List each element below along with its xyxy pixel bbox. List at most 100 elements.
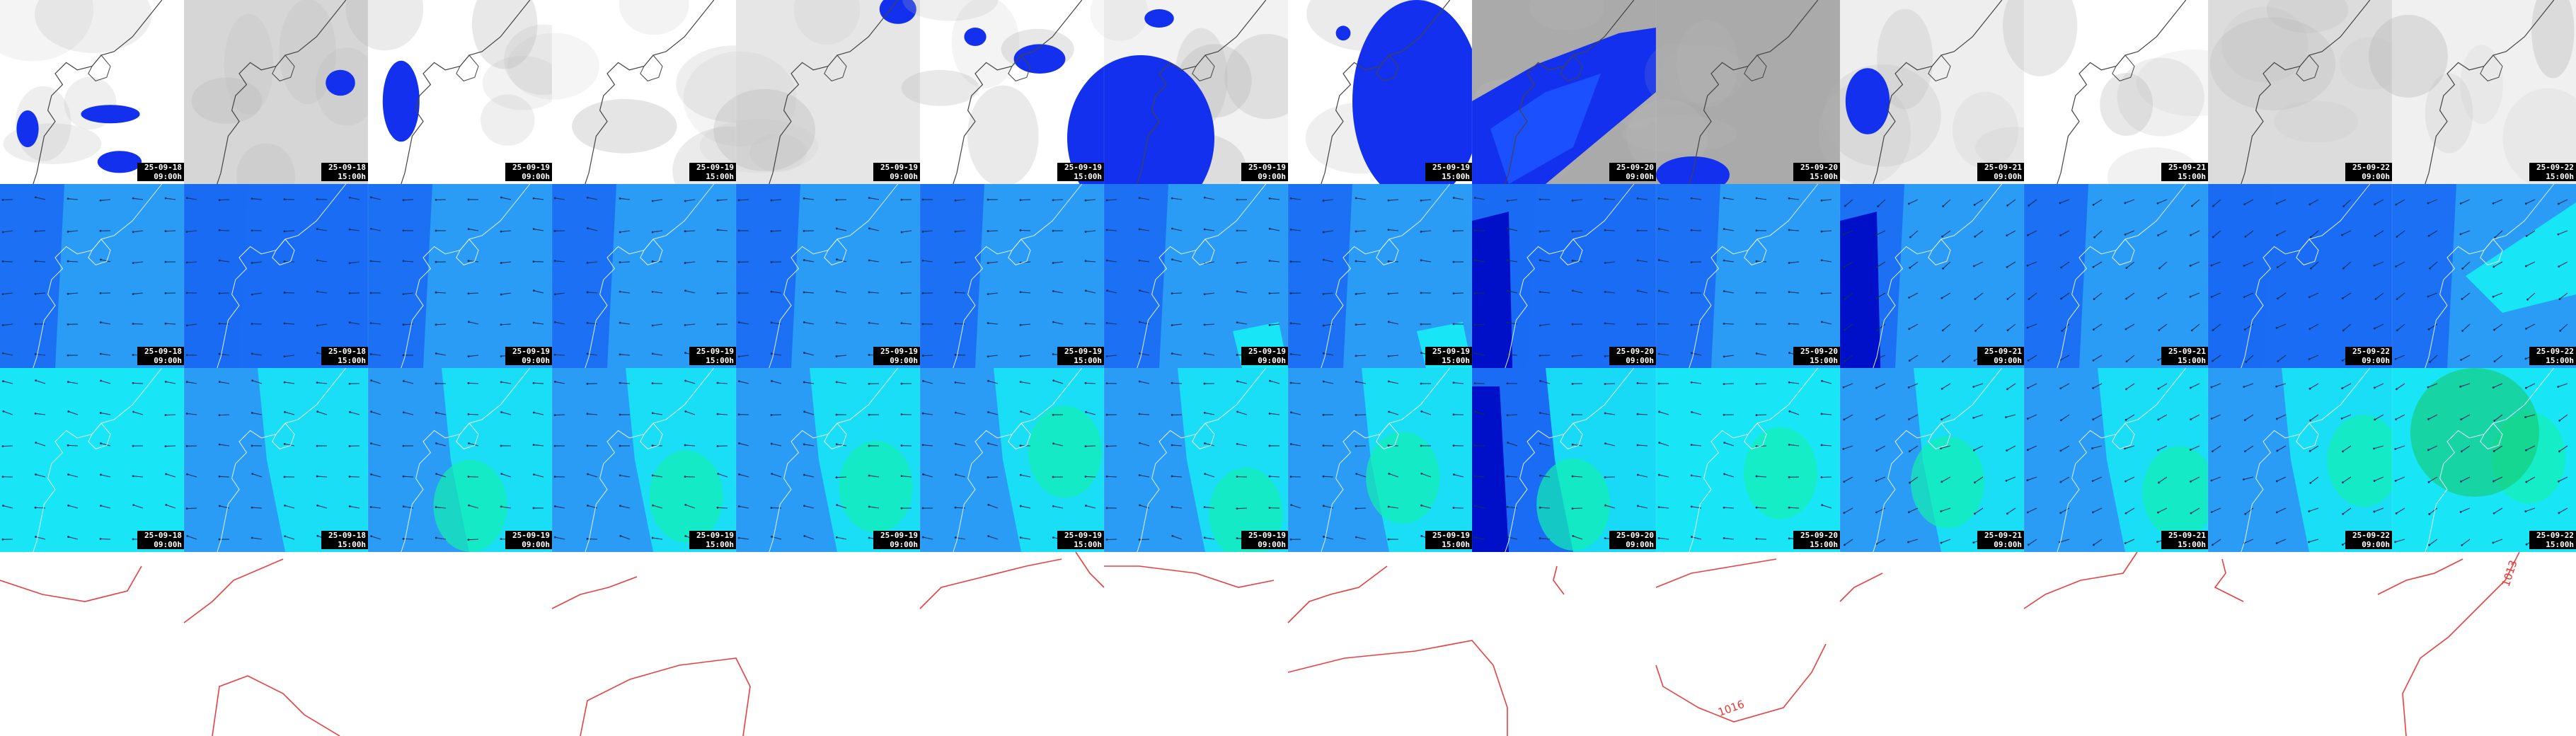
wind-arrow xyxy=(2526,445,2536,451)
wind-arrow-head xyxy=(1289,197,1292,200)
wind-arrow-head xyxy=(500,196,502,199)
wind-arrow-head xyxy=(835,321,838,324)
wind-arrow-head xyxy=(1355,230,1357,233)
wind-arrow xyxy=(3,410,13,415)
wind-arrow-head xyxy=(2492,512,2495,514)
wind-arrow xyxy=(2559,292,2568,300)
wind-arrow-head xyxy=(67,473,69,476)
wind-arrow xyxy=(2277,355,2287,362)
wind-arrow-head xyxy=(1236,354,1238,356)
wind-arrow-head xyxy=(2492,265,2495,268)
wind-arrow xyxy=(804,535,815,540)
wind-arrow xyxy=(2558,507,2568,514)
cloud-patch xyxy=(793,0,861,45)
wind-arrow xyxy=(436,352,447,356)
cloud-background xyxy=(552,0,736,184)
wind-arrow xyxy=(771,443,782,447)
wind-arrow xyxy=(2526,199,2536,205)
timestamp-time: 15:00h xyxy=(1442,172,1470,181)
wind-arrow xyxy=(620,197,631,200)
wind-arrow xyxy=(739,505,749,509)
wind-arrow-head xyxy=(1105,321,1108,324)
wind-arrow-head xyxy=(586,291,589,294)
wind-arrow-head xyxy=(1236,229,1238,232)
wind-arrow-head xyxy=(1875,511,1878,514)
wind-arrow-head xyxy=(619,290,621,293)
wind-arrow xyxy=(2212,539,2221,546)
wind-arrow-head xyxy=(684,352,686,355)
wind-arrow xyxy=(1638,260,1648,263)
wind-arrow-head xyxy=(716,444,719,447)
wind-arrow-head xyxy=(2006,449,2008,452)
wind-arrow-head xyxy=(1,445,4,447)
wind-arrow xyxy=(2558,383,2568,388)
coastline xyxy=(1928,54,1951,81)
wind-arrow-head xyxy=(835,290,838,292)
wind-arrow xyxy=(1507,290,1518,294)
wind-arrow-head xyxy=(1636,323,1639,326)
wind-arrow-head xyxy=(467,355,470,357)
wind-arrow xyxy=(1475,505,1485,509)
wind-arrow-head xyxy=(1755,229,1758,232)
wind-arrow-head xyxy=(954,536,957,539)
wind-arrow-head xyxy=(218,475,221,478)
wind-arrow-head xyxy=(1171,352,1173,355)
wind-arrow xyxy=(252,473,263,478)
wind-arrow xyxy=(1659,197,1669,200)
wind-arrow-head xyxy=(435,506,437,509)
wind-arrow xyxy=(100,442,111,447)
wind-arrow xyxy=(2342,383,2352,389)
wind-arrow xyxy=(2395,476,2405,481)
wind-arrow xyxy=(2427,199,2438,204)
wind-arrow-head xyxy=(684,410,687,413)
wind-arrow xyxy=(1909,292,1919,298)
coastline xyxy=(1505,183,1635,369)
wind-arrow-head xyxy=(771,536,773,538)
wind-arrow xyxy=(1020,355,1031,357)
wind-zone xyxy=(1656,184,1720,368)
wind-arrow-head xyxy=(1506,382,1509,385)
wind-arrow-head xyxy=(2212,205,2214,207)
wind-arrow-head xyxy=(185,381,188,384)
wind-arrow xyxy=(2309,383,2319,389)
wind-arrow-head xyxy=(2092,328,2095,331)
wind-arrow-head xyxy=(2341,481,2344,484)
wind-arrow-head xyxy=(2006,512,2008,515)
wind-arrow xyxy=(2374,199,2384,205)
wind-arrow-head xyxy=(1,199,4,201)
wind-arrow xyxy=(620,535,631,540)
wind-arrow xyxy=(652,353,663,356)
wind-arrow xyxy=(2560,323,2568,331)
wind-arrow-head xyxy=(900,198,903,201)
wind-arrow-head xyxy=(1907,386,1910,389)
wind-arrow-head xyxy=(1755,506,1758,509)
wind-arrow xyxy=(2092,476,2103,482)
wind-arrow-head xyxy=(2427,418,2430,420)
wind-arrow xyxy=(1388,411,1399,415)
wind-zone-strong xyxy=(1840,212,1881,368)
wind-arrow xyxy=(1172,323,1183,326)
coastline xyxy=(1376,422,1399,449)
wind-arrow xyxy=(1139,474,1150,478)
wind-arrow-head xyxy=(316,381,318,384)
wind-arrow-head xyxy=(1972,386,1975,388)
wind-zone-strong xyxy=(1472,212,1513,368)
wind-arrow xyxy=(1844,199,1853,207)
wind-arrow-head xyxy=(587,473,589,476)
wind-arrow xyxy=(1724,537,1735,540)
timestamp-stamp: 25-09-19 09:00h xyxy=(1241,531,1288,549)
timestamp-stamp: 25-09-18 09:00h xyxy=(137,163,184,181)
wind-arrow-head xyxy=(1473,475,1476,478)
wind-arrow-head xyxy=(1474,410,1477,413)
wind-arrow xyxy=(620,291,631,294)
cloud-patch xyxy=(699,119,819,173)
wind-arrow-head xyxy=(2494,236,2497,238)
wind-arrow xyxy=(2190,507,2200,514)
isobar xyxy=(580,657,751,736)
wind-arrow xyxy=(436,442,447,447)
wind-arrow xyxy=(1822,413,1832,415)
wind-arrow xyxy=(2243,476,2254,481)
wind-arrow-head xyxy=(1290,504,1293,507)
wind-arrow-head xyxy=(900,475,903,478)
wind-arrow-head xyxy=(2006,329,2009,332)
